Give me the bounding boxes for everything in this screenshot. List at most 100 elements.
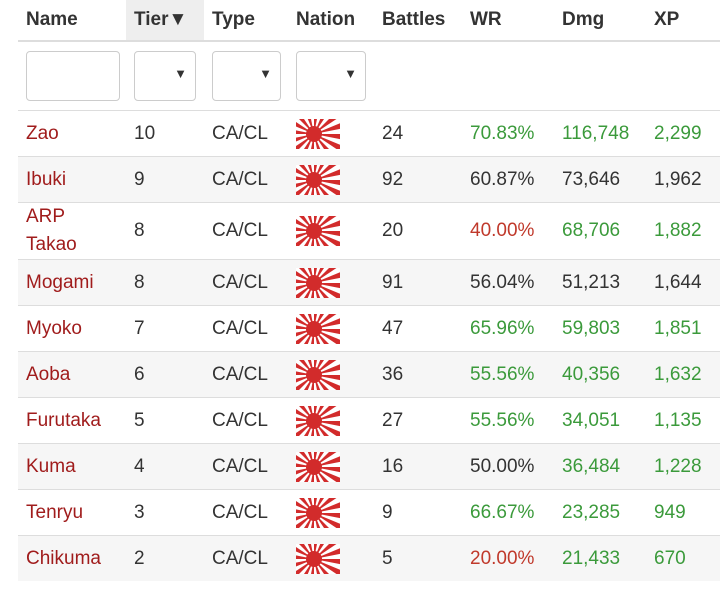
table-body: Zao 10 CA/CL 24 70.83% 116,748 2,299 Ibuki 9 CA/C… — [18, 73, 720, 581]
nation-flag — [254, 360, 374, 481]
sort-indicator: ▼ — [168, 9, 188, 30]
wr-cell: 66.67% — [462, 489, 554, 536]
ship-row[interactable]: Ibuki 9 CA/CL 92 60.87% 73,646 1,962 — [18, 119, 720, 240]
ship-row[interactable]: Zao 10 CA/CL 24 70.83% 116,748 2,299 — [18, 73, 720, 194]
ship-name: Myoko — [26, 317, 82, 339]
nation-flag — [254, 171, 374, 291]
nation-cell — [254, 268, 374, 389]
tier-cell: 6 — [126, 351, 204, 398]
type-cell: CA/CL — [204, 259, 288, 306]
nation-flag — [254, 406, 374, 527]
ship-table: Name Tier▼ Type Nation Battles WR Dmg XP… — [18, 0, 720, 581]
filter-row: ▼ ▼ ▼ — [18, 41, 720, 111]
type-cell: CA/CL — [204, 110, 288, 157]
ship-row[interactable]: Kuma 4 CA/CL 16 50.00% 36,484 1,228 — [18, 406, 720, 527]
battles-cell: 47 — [374, 305, 462, 352]
tier-filter-select[interactable]: ▼ — [134, 51, 196, 101]
name-cell: Kuma — [18, 443, 126, 490]
xp-cell: 1,632 — [646, 351, 720, 398]
ship-row[interactable]: ARP Takao 8 CA/CL 20 40.00% 68,706 1,882 — [18, 171, 720, 291]
nation-cell — [254, 452, 374, 573]
ship-row[interactable]: Tenryu 3 CA/CL 9 66.67% 23,285 949 — [18, 452, 720, 573]
wr-cell: 55.56% — [462, 351, 554, 398]
wr-cell: 65.96% — [462, 305, 554, 352]
wr-cell: 56.04% — [462, 259, 554, 306]
tier-cell: 3 — [126, 489, 204, 536]
nation-flag — [254, 222, 374, 343]
dmg-cell: 21,433 — [554, 535, 646, 581]
name-cell: Mogami — [18, 259, 126, 306]
wr-cell: 70.83% — [462, 110, 554, 157]
ship-name: Furutaka — [26, 409, 101, 431]
flag-sun — [306, 458, 322, 475]
col-header-text: Tier — [134, 9, 169, 30]
nation-cell — [254, 498, 374, 581]
nation-filter-select[interactable]: ▼ — [296, 51, 366, 101]
tier-cell: 8 — [126, 202, 204, 260]
xp-cell: 670 — [646, 535, 720, 581]
nation-flag — [254, 452, 374, 573]
wr-cell: 20.00% — [462, 535, 554, 581]
xp-cell: 1,851 — [646, 305, 720, 352]
col-header[interactable]: WR — [462, 0, 554, 42]
dmg-cell: 59,803 — [554, 305, 646, 352]
xp-cell: 1,644 — [646, 259, 720, 306]
type-cell: CA/CL — [204, 489, 288, 536]
col-header[interactable]: Dmg — [554, 0, 646, 42]
wr-cell: 55.56% — [462, 397, 554, 444]
header-row: Name Tier▼ Type Nation Battles WR Dmg XP — [18, 0, 720, 42]
type-cell: CA/CL — [204, 156, 288, 203]
tier-cell: 7 — [126, 305, 204, 352]
type-cell: CA/CL — [204, 305, 288, 352]
xp-cell: 1,882 — [646, 202, 720, 260]
col-header[interactable]: Nation — [288, 0, 374, 42]
name-cell: Furutaka — [18, 397, 126, 444]
tier-cell: 8 — [126, 259, 204, 306]
tier-cell: 4 — [126, 443, 204, 490]
type-cell: CA/CL — [204, 397, 288, 444]
ship-name: Ibuki — [26, 168, 67, 190]
tier-cell: 2 — [126, 535, 204, 581]
tier-cell: 5 — [126, 397, 204, 444]
nation-cell — [254, 222, 374, 343]
ship-name: Zao — [26, 122, 59, 144]
ship-row[interactable]: Chikuma 2 CA/CL 5 20.00% 21,433 670 — [18, 498, 720, 581]
name-cell: Zao — [18, 110, 126, 157]
dmg-cell: 116,748 — [554, 110, 646, 157]
dmg-cell: 73,646 — [554, 156, 646, 203]
flag-sun — [306, 223, 322, 239]
flag-sun — [306, 504, 322, 521]
battles-cell: 9 — [374, 489, 462, 536]
battles-cell: 24 — [374, 110, 462, 157]
flag-sun — [306, 274, 322, 291]
xp-cell: 1,135 — [646, 397, 720, 444]
name-cell: ARP Takao — [18, 202, 126, 260]
dmg-cell: 23,285 — [554, 489, 646, 536]
ship-row[interactable]: Myoko 7 CA/CL 47 65.96% 59,803 1,851 — [18, 268, 720, 389]
battles-cell: 27 — [374, 397, 462, 444]
type-filter-select[interactable]: ▼ — [212, 51, 281, 101]
battles-cell: 91 — [374, 259, 462, 306]
battles-cell: 5 — [374, 535, 462, 581]
nation-cell — [254, 119, 374, 240]
xp-cell: 1,228 — [646, 443, 720, 490]
name-filter-input[interactable] — [26, 51, 120, 101]
flag-sun — [306, 550, 322, 567]
col-header[interactable]: Type — [204, 0, 288, 42]
nation-cell — [254, 406, 374, 527]
col-header[interactable]: Battles — [374, 0, 462, 42]
nation-cell — [254, 171, 374, 291]
name-cell: Chikuma — [18, 535, 126, 581]
flag-sun — [306, 320, 322, 337]
ship-row[interactable]: Furutaka 5 CA/CL 27 55.56% 34,051 1,135 — [18, 360, 720, 481]
ship-name: Tenryu — [26, 501, 84, 523]
col-header[interactable]: XP — [646, 0, 720, 42]
ship-row[interactable]: Mogami 8 CA/CL 91 56.04% 51,213 1,644 — [18, 222, 720, 343]
flag-sun — [306, 171, 322, 188]
nation-cell — [254, 360, 374, 481]
ship-row[interactable]: Aoba 6 CA/CL 36 55.56% 40,356 1,632 — [18, 314, 720, 435]
battles-cell: 36 — [374, 351, 462, 398]
col-header[interactable]: Name — [18, 0, 126, 42]
col-header[interactable]: Tier▼ — [126, 0, 204, 42]
type-cell: CA/CL — [204, 443, 288, 490]
